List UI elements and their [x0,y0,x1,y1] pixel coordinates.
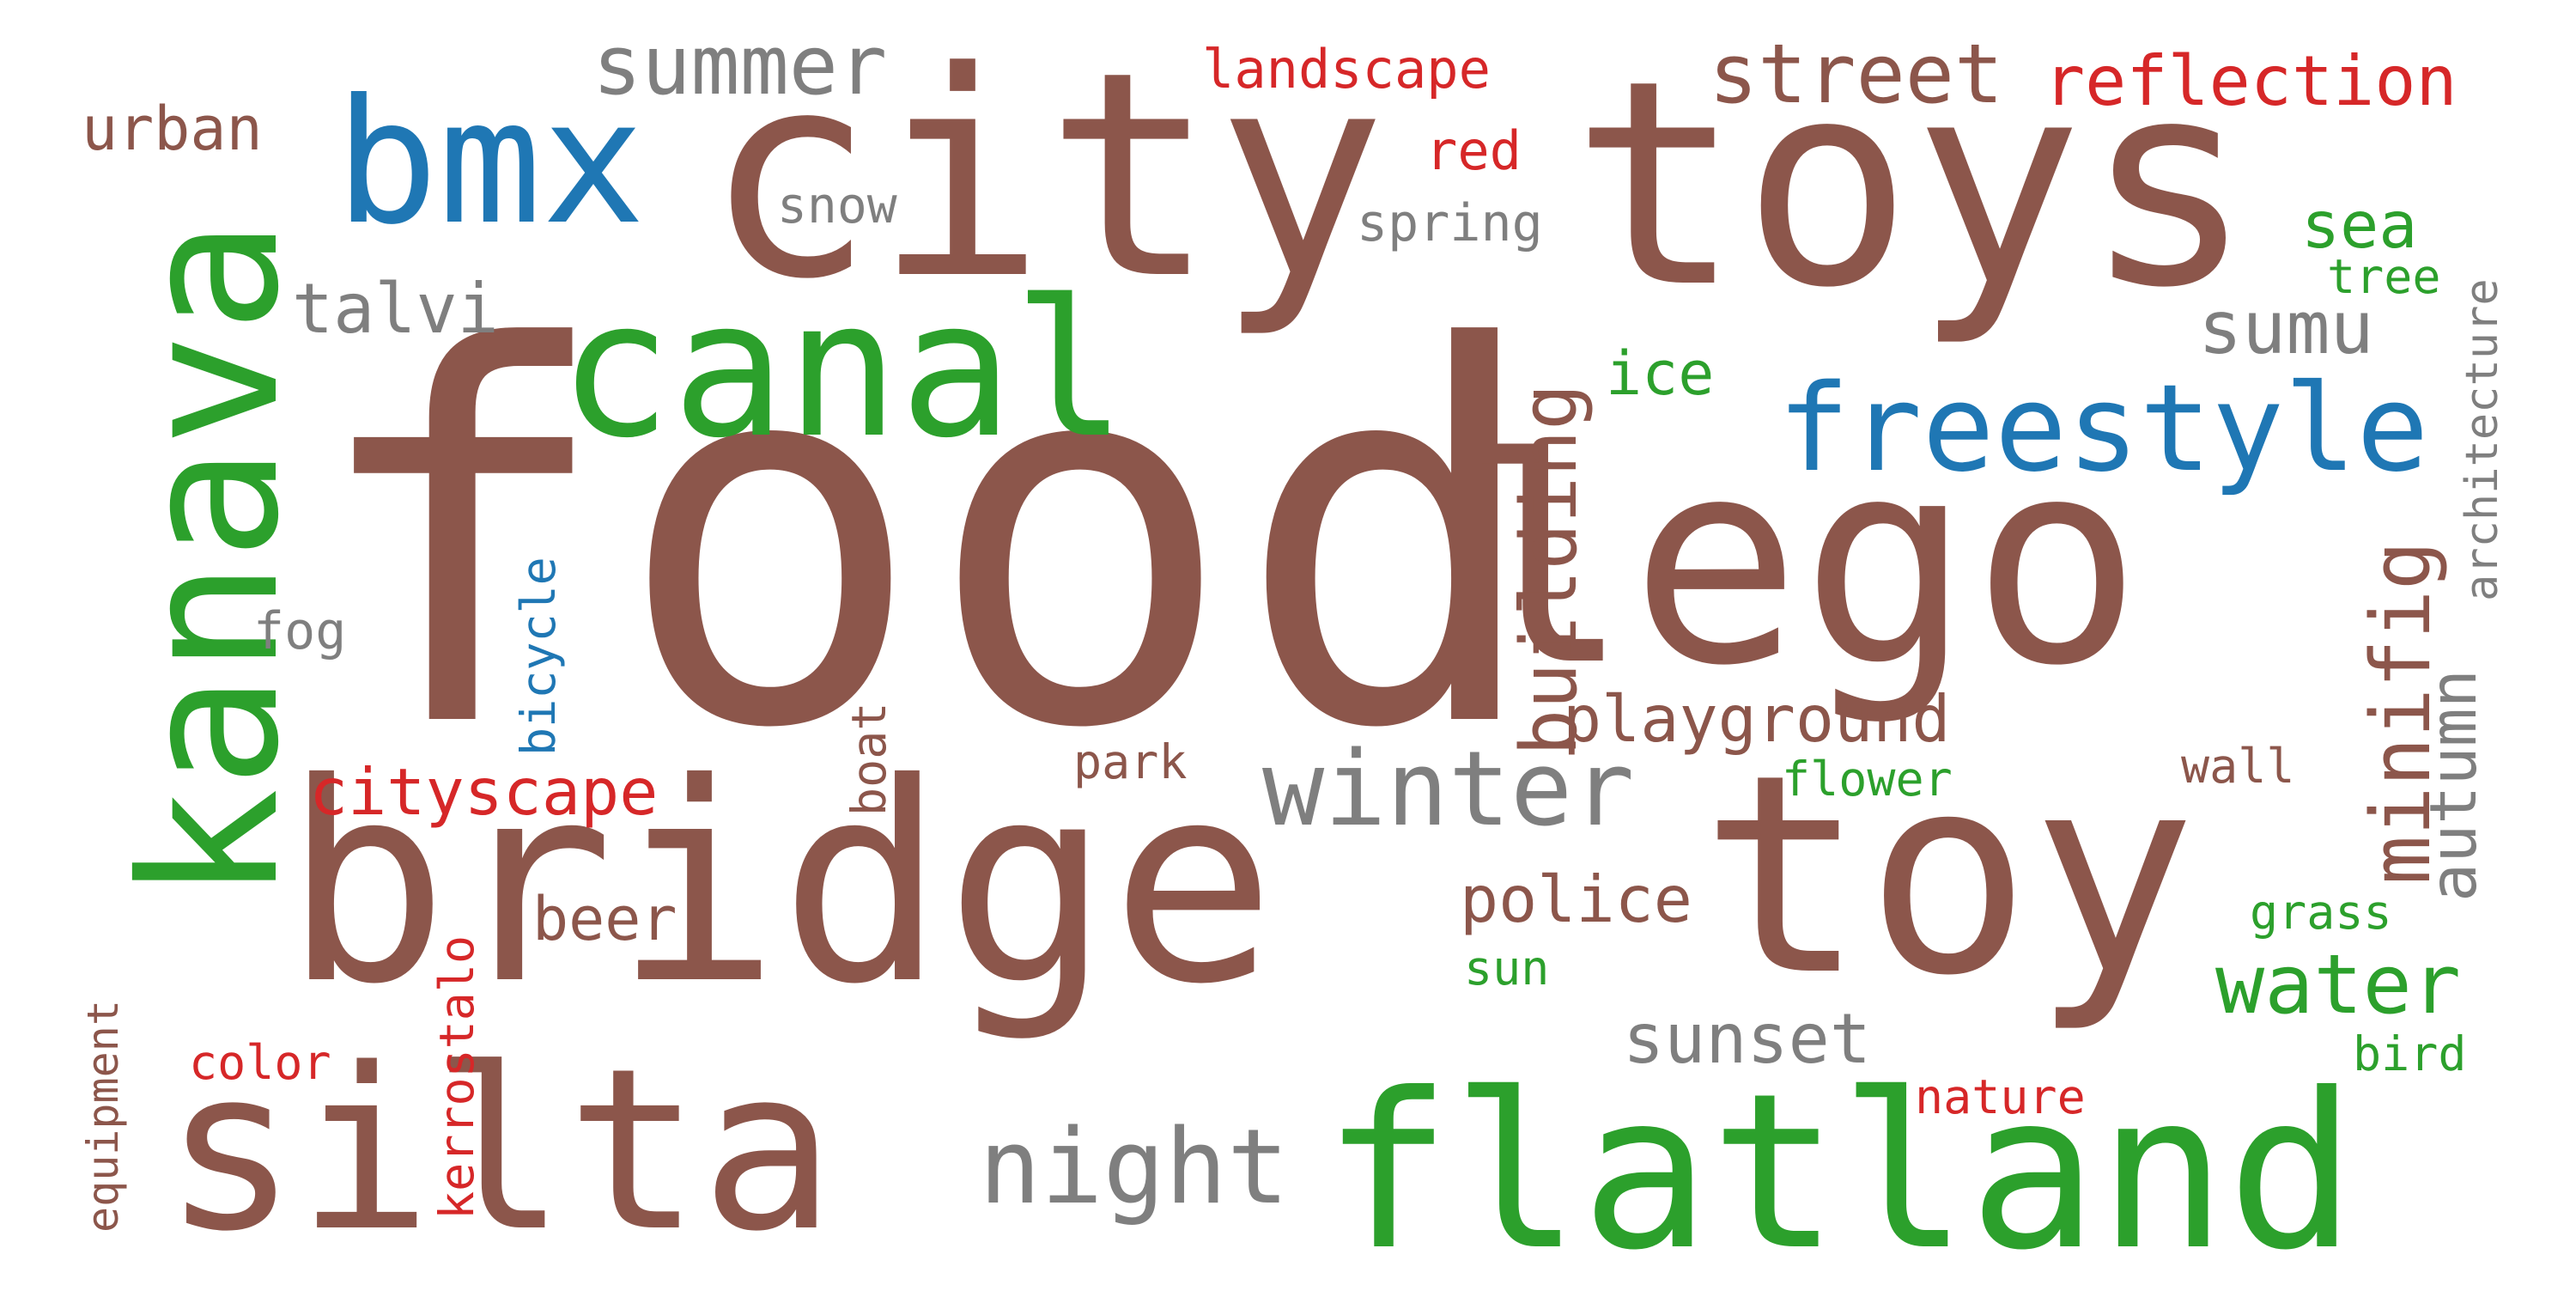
word-toy: toy [1700,716,2196,1036]
word-cityscape: cityscape [309,754,659,830]
word-sun: sun [1464,941,1550,996]
word-bridge: bridge [283,725,1276,1044]
word-silta: silta [163,1021,835,1281]
word-flatland: flatland [1322,1047,2357,1297]
word-park: park [1073,734,1188,789]
word-lego: lego [1460,398,2142,728]
word-freestyle: freestyle [1777,359,2429,499]
word-autumn: autumn [2415,669,2491,902]
word-flower: flower [1782,752,1953,807]
word-canal: canal [558,259,1127,479]
word-urban: urban [82,94,263,164]
word-kanava: kanava [100,219,320,902]
word-red: red [1425,119,1522,182]
word-street: street [1709,27,2004,122]
word-beer: beer [532,884,677,954]
word-kerrostalo: kerrostalo [429,935,484,1220]
word-spring: spring [1357,193,1543,253]
word-night: night [979,1108,1290,1227]
word-toys: toys [1571,20,2254,350]
word-playground: playground [1563,681,1951,757]
word-ice: ice [1606,338,1715,409]
word-water: water [2215,938,2461,1032]
word-winter: winter [1262,730,1635,849]
word-bicycle: bicycle [511,557,566,756]
word-landscape: landscape [1202,38,1491,100]
word-grass: grass [2250,885,2392,940]
word-boat: boat [841,702,896,816]
word-wall: wall [2181,739,2295,794]
word-talvi: talvi [292,269,499,349]
word-architecture: architecture [2457,278,2508,601]
word-bird: bird [2353,1026,2467,1081]
word-bmx: bmx [335,63,646,263]
word-reflection: reflection [2044,41,2458,121]
word-snow: snow [777,176,897,234]
word-city: city [704,11,1387,341]
word-equipment: equipment [78,1000,128,1233]
word-food: food [305,241,1546,841]
word-color: color [189,1035,331,1090]
word-police: police [1460,862,1692,937]
word-nature: nature [1915,1069,2086,1124]
word-summer: summer [592,19,888,113]
word-sea: sea [2301,187,2418,263]
word-tree: tree [2327,249,2441,304]
word-sunset: sunset [1623,999,1871,1079]
word-fog: fog [253,601,347,661]
word-sumu: sumu [2198,286,2374,371]
